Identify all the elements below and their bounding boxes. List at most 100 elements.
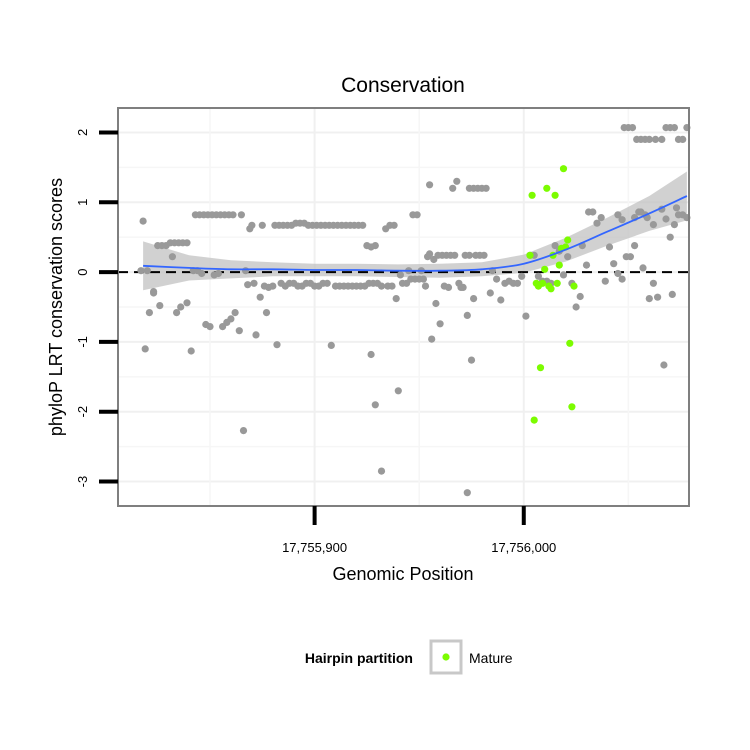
other-point [239, 427, 248, 435]
x-tick-label: 17,756,000 [491, 540, 556, 555]
other-point [214, 269, 222, 278]
other-point [668, 290, 676, 298]
mature-point [564, 236, 572, 244]
y-tick-label: 1 [75, 199, 90, 206]
mature-point [541, 265, 549, 273]
other-point [493, 275, 501, 283]
other-point [614, 269, 622, 278]
other-point [377, 467, 386, 475]
confidence-band-layer [143, 171, 687, 291]
other-point [618, 275, 626, 283]
y-axis-label: phyloP LRT conservation scores [46, 178, 66, 436]
other-point [480, 251, 488, 259]
legend-mature-marker [442, 653, 450, 661]
other-point [551, 242, 559, 250]
other-point [597, 214, 605, 222]
other-point [242, 267, 250, 275]
mature-point [547, 285, 555, 293]
other-point [244, 281, 252, 289]
x-axis-label: Genomic Position [332, 564, 473, 584]
other-point [323, 279, 331, 287]
other-point [371, 242, 379, 250]
y-tick-label: -1 [75, 336, 90, 348]
other-point [645, 135, 653, 143]
other-point [449, 184, 457, 192]
other-point [463, 311, 471, 319]
chart-title: Conservation [341, 74, 465, 97]
other-point [497, 296, 505, 304]
other-point [658, 135, 666, 143]
other-point [470, 295, 478, 303]
other-point [589, 208, 597, 216]
other-point [631, 242, 639, 250]
other-point [394, 387, 402, 395]
other-point [388, 282, 396, 290]
other-point [258, 221, 266, 229]
other-point [582, 261, 591, 269]
other-point [143, 267, 151, 275]
other-point [513, 279, 522, 287]
other-point [649, 279, 658, 287]
other-point [187, 347, 195, 355]
other-point [654, 293, 662, 301]
mature-point [553, 279, 561, 287]
other-point [593, 219, 601, 227]
other-point [576, 292, 584, 301]
other-point [645, 295, 653, 303]
other-point [660, 361, 668, 369]
other-point [518, 272, 526, 280]
mature-point [543, 184, 551, 192]
other-point [451, 251, 459, 259]
other-point [177, 303, 185, 311]
other-point [198, 269, 206, 278]
other-point [572, 303, 580, 311]
other-point [235, 327, 243, 335]
other-point [649, 221, 658, 229]
mature-point [570, 282, 578, 290]
other-point [390, 221, 398, 229]
mature-point [551, 191, 559, 199]
mature-point [530, 416, 538, 424]
plot-panel-border [117, 107, 690, 507]
other-point [467, 356, 476, 364]
other-point [141, 345, 149, 353]
other-point [670, 124, 679, 132]
other-point [486, 289, 494, 297]
other-point [426, 250, 434, 258]
other-point [392, 295, 400, 303]
other-point [428, 335, 436, 343]
points-layer [137, 124, 691, 497]
other-point [229, 211, 237, 219]
other-point [628, 124, 637, 132]
other-point [206, 323, 214, 331]
x-tick-label: 17,755,900 [282, 540, 347, 555]
y-tick-label: -2 [75, 406, 90, 418]
other-point [522, 312, 530, 320]
other-point [250, 279, 258, 287]
legend: Hairpin partition Mature [305, 639, 513, 675]
y-tick-label: 0 [75, 268, 90, 275]
other-point [256, 293, 264, 301]
other-point [173, 309, 181, 317]
other-point [618, 216, 626, 224]
other-point [444, 283, 453, 291]
mature-point [536, 364, 545, 372]
other-point [651, 135, 660, 143]
other-point [421, 282, 430, 290]
other-point [639, 264, 647, 272]
gridlines [118, 108, 689, 506]
other-point [426, 181, 434, 189]
other-point [183, 239, 191, 247]
other-point [359, 221, 367, 229]
confidence-band [143, 171, 687, 291]
other-point [371, 401, 379, 409]
other-point [273, 341, 281, 349]
other-point [150, 288, 158, 296]
mature-point [528, 191, 536, 199]
other-point [534, 272, 543, 280]
other-point [252, 331, 260, 339]
other-point [231, 309, 239, 317]
other-point [614, 211, 622, 219]
